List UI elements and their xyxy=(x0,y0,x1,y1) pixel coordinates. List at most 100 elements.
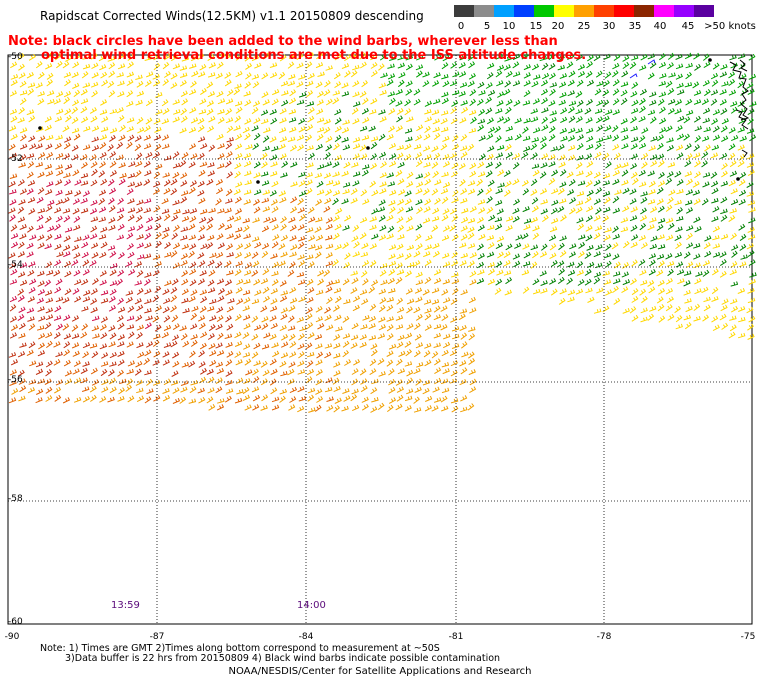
wind-barb xyxy=(530,244,539,251)
wind-barb xyxy=(746,191,755,197)
wind-barb xyxy=(28,135,36,143)
wind-barb xyxy=(155,240,162,248)
wind-barb xyxy=(721,81,729,87)
wind-barb xyxy=(593,171,601,179)
wind-barb xyxy=(72,99,80,107)
wind-barb xyxy=(585,180,593,188)
wind-barb xyxy=(117,297,125,305)
wind-barb xyxy=(468,127,477,134)
wind-barb xyxy=(342,350,350,358)
wind-barb xyxy=(504,189,511,197)
wind-barb xyxy=(361,396,369,403)
wind-barb xyxy=(18,378,26,385)
wind-barb xyxy=(659,73,667,79)
wind-barb xyxy=(488,214,496,222)
wind-barb xyxy=(683,314,692,321)
wind-barbs-layer xyxy=(8,51,757,413)
wind-barb xyxy=(244,404,252,411)
wind-barb xyxy=(262,286,270,294)
wind-barb xyxy=(404,128,413,134)
wind-barb xyxy=(693,316,701,322)
wind-barb xyxy=(333,385,341,393)
wind-barb xyxy=(278,190,286,197)
wind-barb xyxy=(371,348,378,357)
wind-barb xyxy=(350,197,358,204)
wind-barb xyxy=(89,385,97,393)
wind-barb xyxy=(532,98,540,105)
wind-barb xyxy=(136,254,145,260)
wind-barb xyxy=(395,169,403,177)
wind-barb xyxy=(198,225,206,233)
wind-barb xyxy=(605,109,613,115)
wind-barb xyxy=(225,379,233,386)
wind-barb xyxy=(197,180,205,188)
wind-barb xyxy=(395,315,404,321)
lat-label-56: -56 xyxy=(8,375,23,385)
wind-barb xyxy=(108,70,116,78)
wind-barb xyxy=(540,208,548,215)
wind-barb xyxy=(693,90,702,96)
wind-barb xyxy=(369,260,377,268)
wind-barb xyxy=(423,133,431,141)
wind-barb xyxy=(206,100,214,107)
wind-barb xyxy=(236,377,244,384)
contamination-marker xyxy=(366,146,370,150)
wind-barb xyxy=(503,259,511,267)
wind-barb xyxy=(641,152,649,160)
wind-barb xyxy=(152,151,161,159)
wind-barb xyxy=(505,136,513,142)
wind-barb xyxy=(226,243,234,251)
wind-barb xyxy=(217,117,225,124)
wind-barb xyxy=(269,190,277,197)
wind-barb xyxy=(387,277,395,285)
wind-barb xyxy=(578,234,586,240)
wind-barb xyxy=(316,127,325,133)
wind-barb xyxy=(63,72,72,78)
wind-barb xyxy=(144,370,152,376)
color-swatch xyxy=(574,5,594,17)
wind-barb xyxy=(730,298,738,305)
wind-barb xyxy=(362,278,369,286)
wind-barb xyxy=(450,316,458,323)
wind-barb xyxy=(127,251,135,259)
lon-label-81: -81 xyxy=(448,632,464,642)
wind-barb xyxy=(485,161,493,168)
wind-barb xyxy=(19,80,27,88)
wind-barb xyxy=(487,126,496,134)
wind-barb xyxy=(442,54,450,62)
wind-barb xyxy=(170,380,179,386)
wind-barb xyxy=(253,132,261,141)
wind-barb xyxy=(289,286,297,294)
wind-barb xyxy=(423,162,431,168)
wind-barb xyxy=(737,53,746,59)
wind-barb xyxy=(641,296,648,304)
wind-barb xyxy=(80,331,88,339)
wind-barb xyxy=(235,260,243,267)
wind-barb xyxy=(316,117,325,123)
wind-barb xyxy=(163,315,171,323)
wind-barb xyxy=(326,296,333,305)
wind-barb xyxy=(388,200,396,206)
wind-barb xyxy=(613,297,621,305)
wind-barb xyxy=(549,226,558,233)
wind-barb xyxy=(315,369,323,376)
wind-barb xyxy=(432,98,441,105)
wind-barb xyxy=(280,223,287,231)
wind-barb xyxy=(359,144,367,152)
wind-barb xyxy=(379,181,387,188)
wind-barb xyxy=(505,151,513,159)
wind-barb xyxy=(45,314,54,321)
wind-barb xyxy=(82,361,90,367)
wind-barb xyxy=(270,161,278,168)
wind-barb xyxy=(612,70,619,78)
wind-barb xyxy=(567,79,575,87)
wind-barb xyxy=(44,290,53,296)
wind-barb xyxy=(98,189,107,196)
wind-barb xyxy=(371,279,379,287)
wind-barb xyxy=(200,243,208,250)
wind-barb xyxy=(460,134,468,142)
wind-barb xyxy=(748,207,756,213)
wind-barb xyxy=(586,244,594,251)
wind-barb xyxy=(478,233,486,240)
wind-barb xyxy=(667,196,674,205)
